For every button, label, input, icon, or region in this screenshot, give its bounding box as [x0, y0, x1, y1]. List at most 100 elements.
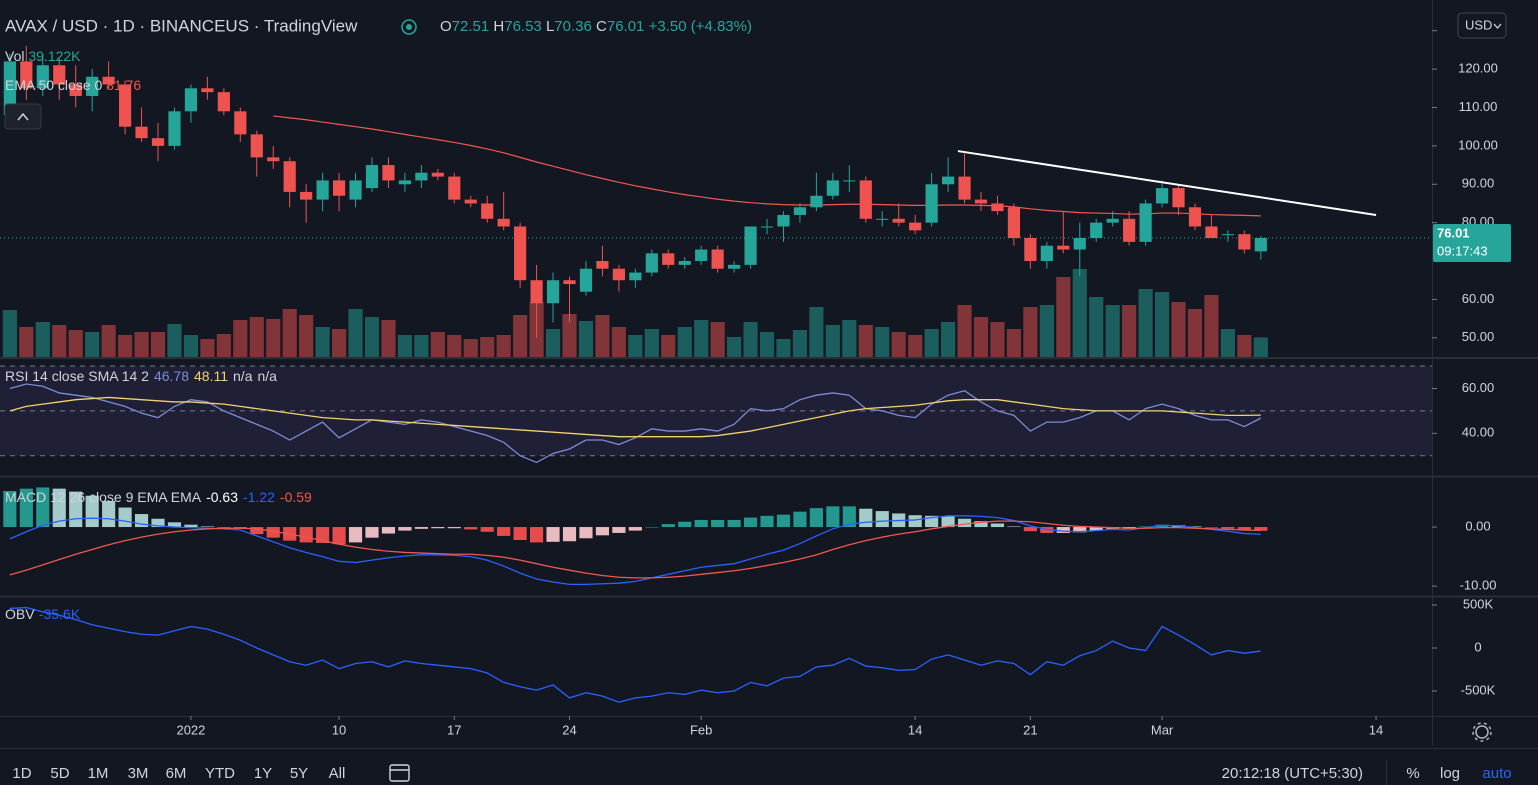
candle-body: [1155, 188, 1169, 204]
histogram-bar: [316, 527, 330, 543]
candle-body: [464, 199, 477, 204]
legend-item: 46.78: [154, 368, 189, 384]
candle-body: [398, 180, 412, 185]
legend-value: 39.122K: [28, 48, 81, 64]
last-price-box: [1433, 223, 1511, 262]
legend-name: EMA 50 close 0: [5, 77, 102, 93]
ohlc-low: 70.36: [554, 18, 592, 35]
volume-bar: [1039, 305, 1054, 357]
candle-body: [283, 161, 296, 192]
volume-bar: [1154, 292, 1170, 357]
candle-body: [332, 180, 346, 196]
volume-bar: [397, 335, 412, 357]
histogram-bar: [151, 518, 165, 528]
histogram-bar: [776, 514, 791, 528]
candle-body: [135, 126, 148, 139]
volume-bar: [776, 339, 791, 357]
range-button[interactable]: 5D: [50, 765, 69, 782]
volume-bar: [1204, 295, 1219, 357]
volume-bar: [595, 315, 610, 357]
date-range-icon[interactable]: [389, 764, 410, 782]
histogram-bar: [36, 487, 50, 528]
candle-body: [201, 88, 214, 93]
candle-body: [36, 65, 49, 89]
legend-value: 81.76: [106, 77, 141, 93]
histogram-bar: [842, 506, 856, 528]
volume-bar: [710, 322, 725, 357]
candle-body: [1040, 245, 1053, 262]
histogram-bar: [52, 488, 66, 528]
candle-body: [546, 280, 560, 304]
ohlc-letter: C: [596, 18, 607, 35]
candle-body: [365, 165, 379, 189]
settings-icon[interactable]: [1475, 725, 1489, 739]
histogram-bar: [595, 527, 610, 536]
collapse-icon: [17, 112, 29, 121]
candle-body: [777, 214, 790, 227]
histogram-bar: [1007, 526, 1021, 528]
collapse-legend-button[interactable]: [4, 103, 42, 130]
range-button[interactable]: 1M: [88, 765, 109, 782]
volume-bar: [364, 317, 380, 357]
scale-option[interactable]: %: [1406, 765, 1419, 782]
volume-bar: [35, 322, 50, 357]
histogram-bar: [19, 488, 33, 528]
range-button[interactable]: 6M: [166, 765, 187, 782]
ohlc-letter: L: [546, 18, 554, 35]
histogram-bar: [1056, 527, 1070, 533]
volume-bar: [381, 320, 396, 357]
legend-item: -1.22: [243, 489, 275, 505]
legend-item: n/a: [233, 368, 253, 384]
range-button[interactable]: 3M: [128, 765, 149, 782]
settings-teeth: [1472, 722, 1492, 742]
histogram-bar: [431, 527, 445, 529]
legend-item: -0.63: [206, 489, 238, 505]
rsi-pane: [0, 360, 1432, 476]
volume-bar: [282, 309, 297, 357]
histogram-bar: [299, 527, 313, 543]
candle-body: [481, 203, 494, 219]
status-dot-core: [406, 24, 412, 30]
candle-body: [415, 172, 428, 181]
histogram-bar: [398, 527, 412, 531]
histogram-bar: [1089, 527, 1103, 531]
volume-bar: [611, 327, 626, 357]
histogram-bar: [167, 522, 182, 528]
histogram-bar: [925, 515, 939, 528]
scale-option[interactable]: log: [1440, 765, 1460, 782]
histogram-bar: [332, 527, 346, 545]
candle-body: [941, 176, 955, 185]
y-tick-label: 90.00: [1462, 176, 1495, 191]
candle-body: [382, 165, 395, 181]
volume-bar: [694, 320, 709, 357]
volume-bar: [233, 320, 248, 357]
trendline: [957, 150, 1377, 216]
range-button[interactable]: All: [329, 765, 346, 782]
histogram-bar: [217, 527, 231, 528]
histogram-bar: [974, 521, 988, 528]
candle-body: [53, 65, 66, 85]
indicator-line: [9, 396, 1261, 438]
candle-body: [793, 207, 807, 215]
volume-bar: [216, 334, 231, 357]
range-button[interactable]: 1Y: [254, 765, 272, 782]
volume-bar: [299, 315, 314, 357]
volume-bar: [792, 330, 808, 357]
volume-bar: [578, 321, 594, 357]
scale-option[interactable]: auto: [1482, 765, 1511, 782]
candle-body: [1090, 222, 1103, 238]
volume-bar: [134, 332, 149, 357]
currency: USD: [1465, 17, 1492, 32]
currency-button[interactable]: [1457, 12, 1507, 39]
volume-bar: [1220, 329, 1235, 357]
volume-bar: [941, 322, 956, 357]
histogram-bar: [348, 527, 363, 543]
volume-bar: [1187, 309, 1203, 357]
range-button[interactable]: YTD: [205, 765, 235, 782]
range-button[interactable]: 1D: [12, 765, 31, 782]
range-button[interactable]: 5Y: [290, 765, 308, 782]
volume-bar: [957, 305, 972, 357]
volume-bar: [644, 329, 659, 357]
volume-legend: Vol 39.122K: [5, 48, 81, 64]
